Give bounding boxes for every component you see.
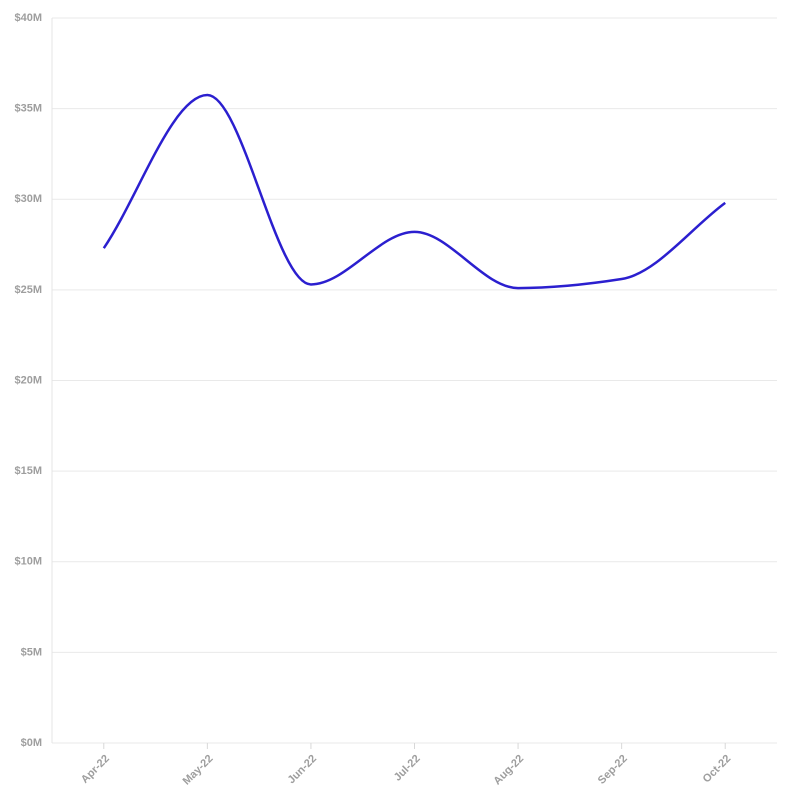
x-tick-label: Sep-22 — [596, 753, 630, 787]
y-tick-label: $15M — [14, 465, 42, 477]
y-tick-label: $10M — [14, 556, 42, 568]
x-tick-label: Apr-22 — [79, 753, 112, 786]
x-tick-label: Aug-22 — [491, 753, 526, 788]
x-tick-label: May-22 — [181, 753, 216, 788]
y-tick-label: $35M — [14, 103, 42, 115]
y-tick-label: $25M — [14, 284, 42, 296]
x-tick-label: Jul-22 — [392, 753, 423, 784]
line — [102, 93, 726, 290]
y-tick-label: $0M — [21, 737, 42, 749]
x-tick-label: Oct-22 — [701, 753, 734, 786]
y-tick-label: $5M — [21, 646, 42, 658]
y-tick-label: $40M — [14, 12, 42, 24]
y-tick-label: $20M — [14, 374, 42, 386]
y-tick-label: $30M — [14, 193, 42, 205]
x-tick-label: Jun-22 — [286, 753, 320, 787]
